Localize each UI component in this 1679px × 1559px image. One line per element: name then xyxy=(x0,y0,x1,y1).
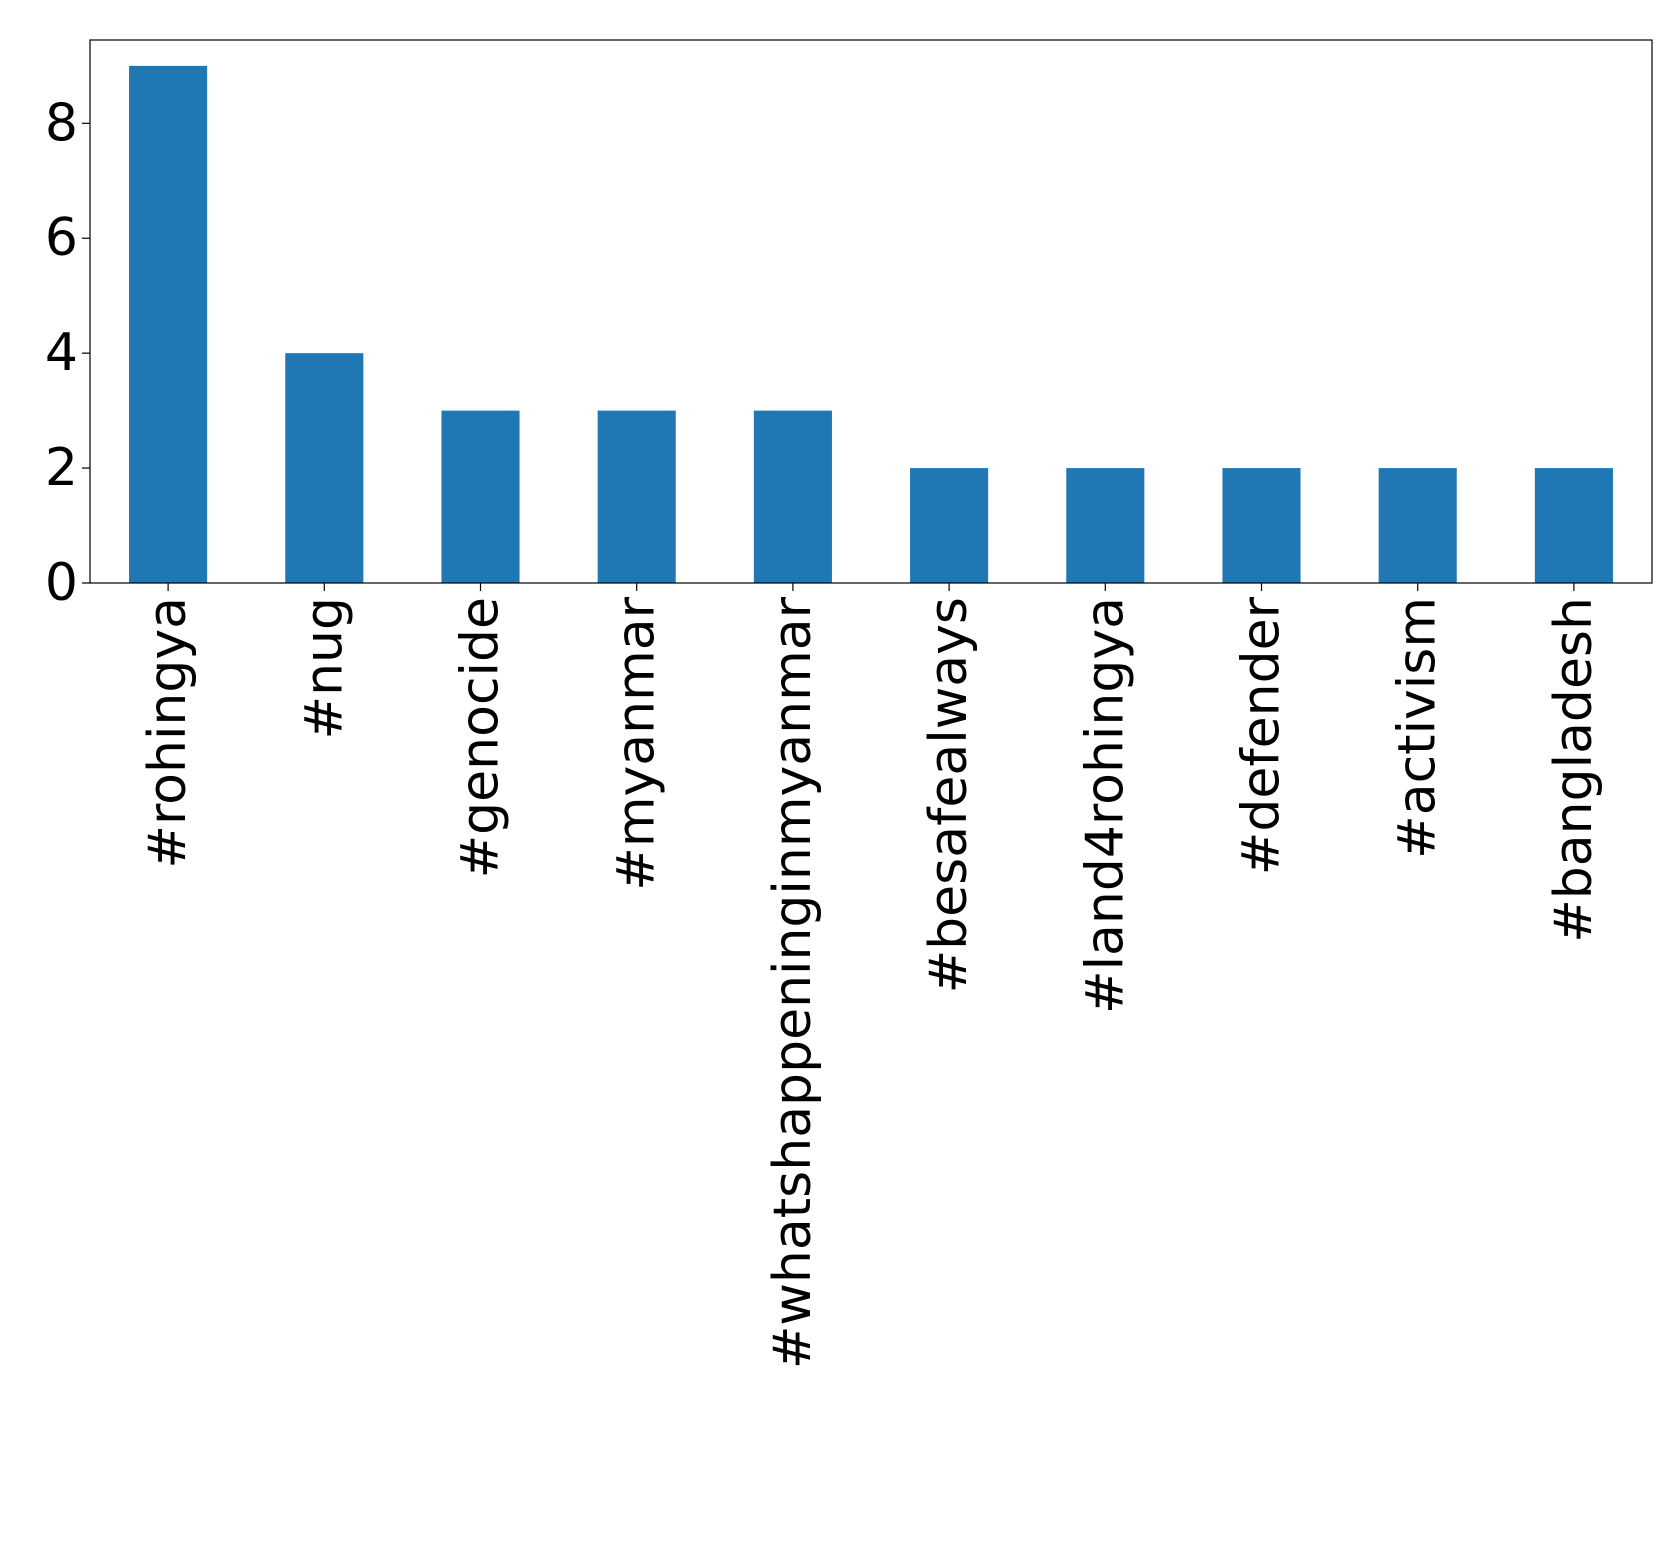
bar-genocide xyxy=(441,410,520,583)
bar-activism xyxy=(1378,468,1457,583)
x-tick-label: #land4rohingya xyxy=(1075,597,1135,1014)
y-tick-label: 0 xyxy=(45,553,78,613)
bar-bangladesh xyxy=(1534,468,1613,583)
x-tick-label: #bangladesh xyxy=(1544,597,1604,943)
plot-frame xyxy=(89,39,1653,584)
y-tick-label: 4 xyxy=(45,323,78,383)
x-tick-label: #nug xyxy=(294,597,354,740)
x-axis: #rohingya #nug #genocide #myanmar #whatshapp… xyxy=(138,583,1604,1369)
x-tick-label: #whatshappeninginmyanmar xyxy=(763,596,823,1369)
x-tick-label: #defender xyxy=(1232,596,1292,875)
y-axis: 0 2 4 6 8 xyxy=(45,93,90,613)
x-tick-label: #myanmar xyxy=(607,596,667,890)
y-tick-label: 2 xyxy=(45,438,78,498)
x-tick-label: #genocide xyxy=(451,597,511,878)
bar-besafealways xyxy=(910,468,989,583)
x-tick-label: #rohingya xyxy=(138,597,198,869)
bar-defender xyxy=(1222,468,1301,583)
x-tick-label: #besafealways xyxy=(919,597,979,993)
bar-nug xyxy=(285,353,364,583)
y-tick-label: 8 xyxy=(45,93,78,153)
x-tick-label: #activism xyxy=(1388,597,1448,859)
bar-myanmar xyxy=(597,410,676,583)
bars-layer xyxy=(129,65,1613,584)
bar-whatshappeninginmyanmar xyxy=(753,410,832,583)
y-tick-label: 6 xyxy=(45,208,78,268)
bar-land4rohingya xyxy=(1066,468,1145,583)
bar-rohingya xyxy=(129,65,208,584)
